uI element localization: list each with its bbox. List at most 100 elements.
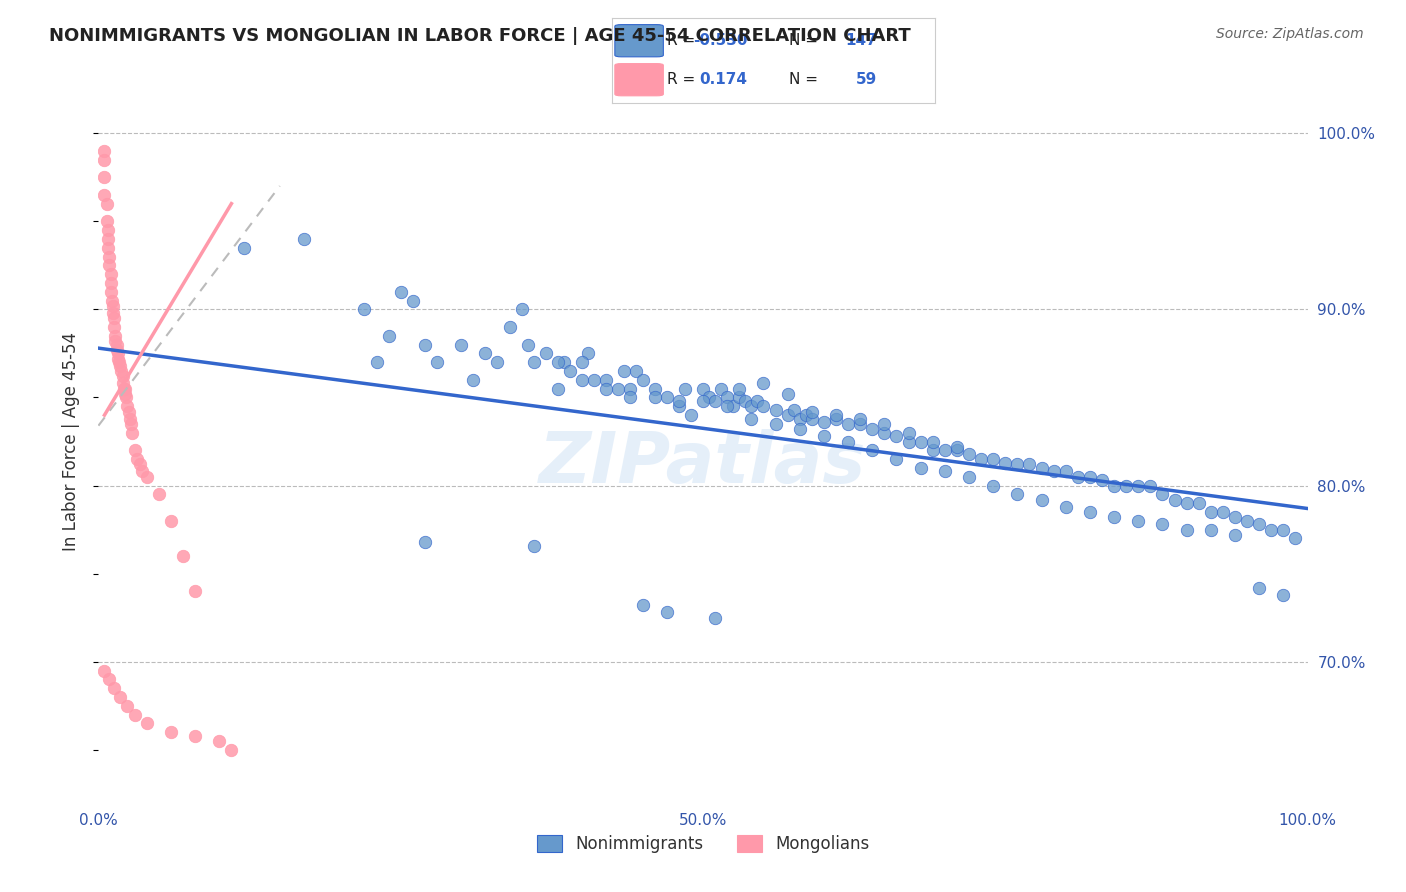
Point xyxy=(184,584,207,599)
Point xyxy=(1031,461,1053,475)
Point xyxy=(184,729,207,743)
Point xyxy=(595,373,617,387)
Point xyxy=(697,391,720,405)
Point xyxy=(121,425,143,440)
Point xyxy=(837,434,859,449)
Point xyxy=(740,411,762,425)
Point xyxy=(402,293,425,308)
Point xyxy=(114,382,136,396)
Point xyxy=(353,302,375,317)
Point xyxy=(619,391,641,405)
Point xyxy=(172,549,194,563)
Point xyxy=(897,425,920,440)
Point xyxy=(124,707,146,722)
Point xyxy=(547,382,569,396)
Point xyxy=(118,404,141,418)
Point xyxy=(800,411,823,425)
Point xyxy=(93,153,115,167)
Point xyxy=(1199,523,1222,537)
Point xyxy=(118,411,141,425)
Point xyxy=(366,355,388,369)
Point xyxy=(98,250,121,264)
Point xyxy=(135,470,157,484)
Point xyxy=(957,447,980,461)
Point xyxy=(208,734,231,748)
Point xyxy=(1102,478,1125,492)
Text: Source: ZipAtlas.com: Source: ZipAtlas.com xyxy=(1216,27,1364,41)
Point xyxy=(1007,458,1029,472)
Point xyxy=(1249,517,1271,532)
Point xyxy=(103,320,125,334)
Point xyxy=(107,351,129,366)
Point xyxy=(1236,514,1258,528)
Point xyxy=(292,232,315,246)
Point xyxy=(1223,528,1246,542)
Point xyxy=(463,373,485,387)
Point xyxy=(789,422,811,436)
Point xyxy=(1078,470,1101,484)
Text: R =: R = xyxy=(666,33,695,48)
Text: ZIPatlas: ZIPatlas xyxy=(540,429,866,498)
Point xyxy=(813,415,835,429)
Point xyxy=(108,355,131,369)
Point xyxy=(128,458,150,472)
Text: NONIMMIGRANTS VS MONGOLIAN IN LABOR FORCE | AGE 45-54 CORRELATION CHART: NONIMMIGRANTS VS MONGOLIAN IN LABOR FORC… xyxy=(49,27,911,45)
Point xyxy=(96,214,118,228)
Point xyxy=(994,456,1017,470)
Point xyxy=(1054,500,1077,514)
Point xyxy=(946,443,969,458)
Text: 59: 59 xyxy=(855,72,877,87)
Point xyxy=(957,470,980,484)
Point xyxy=(523,355,546,369)
Point xyxy=(389,285,412,299)
Point xyxy=(873,425,896,440)
Point xyxy=(728,391,751,405)
Point xyxy=(1249,581,1271,595)
Point xyxy=(1128,514,1150,528)
Point xyxy=(98,258,121,272)
Point xyxy=(534,346,557,360)
Point xyxy=(510,302,533,317)
Point xyxy=(101,299,124,313)
Point xyxy=(413,337,436,351)
Point xyxy=(668,394,690,409)
Point xyxy=(100,267,122,281)
Point xyxy=(1078,505,1101,519)
Point xyxy=(800,404,823,418)
Point xyxy=(108,690,131,704)
Point xyxy=(710,382,733,396)
Point xyxy=(752,399,775,413)
Point xyxy=(232,241,254,255)
Point xyxy=(96,196,118,211)
Point xyxy=(100,293,122,308)
Text: N =: N = xyxy=(790,72,818,87)
Point xyxy=(221,743,243,757)
Point xyxy=(1152,487,1174,501)
Point xyxy=(98,673,121,687)
Point xyxy=(107,346,129,360)
Point xyxy=(377,328,399,343)
Point xyxy=(849,411,872,425)
Point xyxy=(752,376,775,391)
Point xyxy=(655,606,678,620)
Point xyxy=(1091,473,1114,487)
Point xyxy=(765,417,787,431)
Text: R =: R = xyxy=(666,72,695,87)
Point xyxy=(813,429,835,443)
Point xyxy=(673,382,696,396)
Point xyxy=(110,364,132,378)
Point xyxy=(1272,588,1295,602)
Point xyxy=(613,364,636,378)
Point xyxy=(103,311,125,326)
Point xyxy=(547,355,569,369)
Point xyxy=(93,170,115,185)
Point xyxy=(426,355,449,369)
Point xyxy=(160,514,183,528)
Point xyxy=(825,408,848,422)
Point xyxy=(124,443,146,458)
Point xyxy=(644,391,666,405)
Point xyxy=(160,725,183,739)
Point xyxy=(704,394,727,409)
Point xyxy=(734,394,756,409)
Point xyxy=(1042,465,1064,479)
